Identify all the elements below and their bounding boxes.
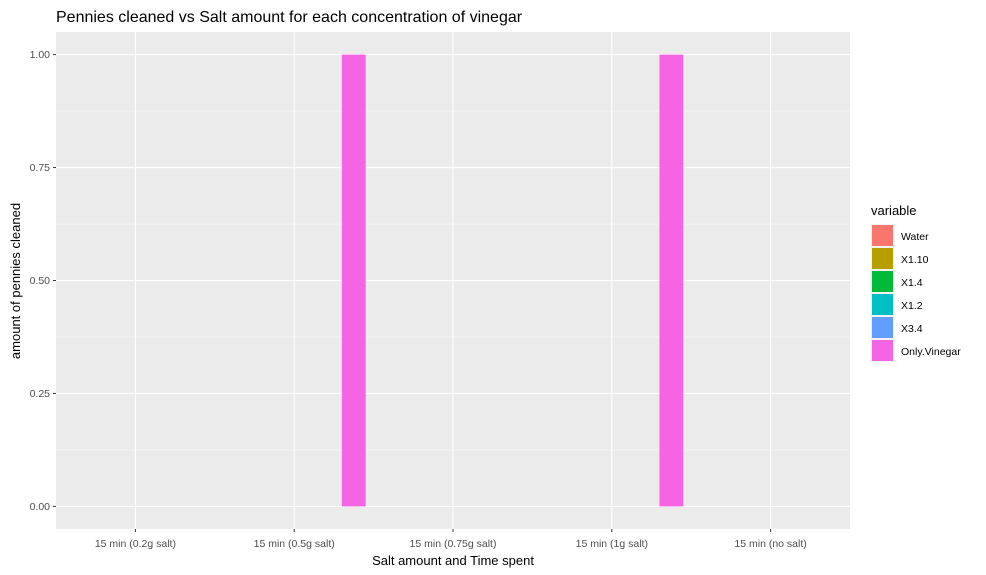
legend-label: Water: [901, 231, 929, 243]
bar: [341, 54, 366, 507]
legend-swatch: [872, 248, 893, 269]
bar: [659, 54, 684, 507]
legend-swatch: [872, 317, 893, 338]
y-axis: 0.00 0.25 0.50 0.75 1.00: [30, 49, 56, 513]
legend-label: X3.4: [901, 323, 923, 335]
x-tick-label: 15 min (0.2g salt): [95, 538, 176, 550]
x-tick-label: 15 min (1g salt): [576, 538, 648, 550]
bars: [341, 54, 684, 507]
y-tick-label: 0.25: [30, 388, 51, 400]
legend-label: X1.2: [901, 300, 923, 312]
grid-lines: [56, 32, 850, 529]
chart-title: Pennies cleaned vs Salt amount for each …: [56, 9, 523, 26]
x-axis: 15 min (0.2g salt) 15 min (0.5g salt) 15 m…: [95, 529, 807, 550]
y-tick-label: 1.00: [30, 49, 51, 61]
y-axis-title: amount of pennies cleaned: [8, 203, 23, 359]
legend-swatch: [872, 225, 893, 246]
y-tick-label: 0.50: [30, 275, 51, 287]
legend: variable Water X1.10 X1.4 X1.2 X3.4 Only.Vine…: [871, 203, 961, 362]
x-tick-label: 15 min (no salt): [734, 538, 806, 550]
legend-label: X1.10: [901, 254, 929, 266]
legend-swatch: [872, 340, 893, 361]
y-tick-label: 0.75: [30, 162, 51, 174]
legend-title: variable: [871, 203, 917, 218]
legend-label: X1.4: [901, 277, 923, 289]
legend-swatch: [872, 271, 893, 292]
x-tick-label: 15 min (0.75g salt): [410, 538, 497, 550]
y-tick-label: 0.00: [30, 501, 51, 513]
x-tick-label: 15 min (0.5g salt): [254, 538, 335, 550]
legend-label: Only.Vinegar: [901, 346, 961, 358]
x-axis-title: Salt amount and Time spent: [372, 553, 534, 568]
legend-swatch: [872, 294, 893, 315]
